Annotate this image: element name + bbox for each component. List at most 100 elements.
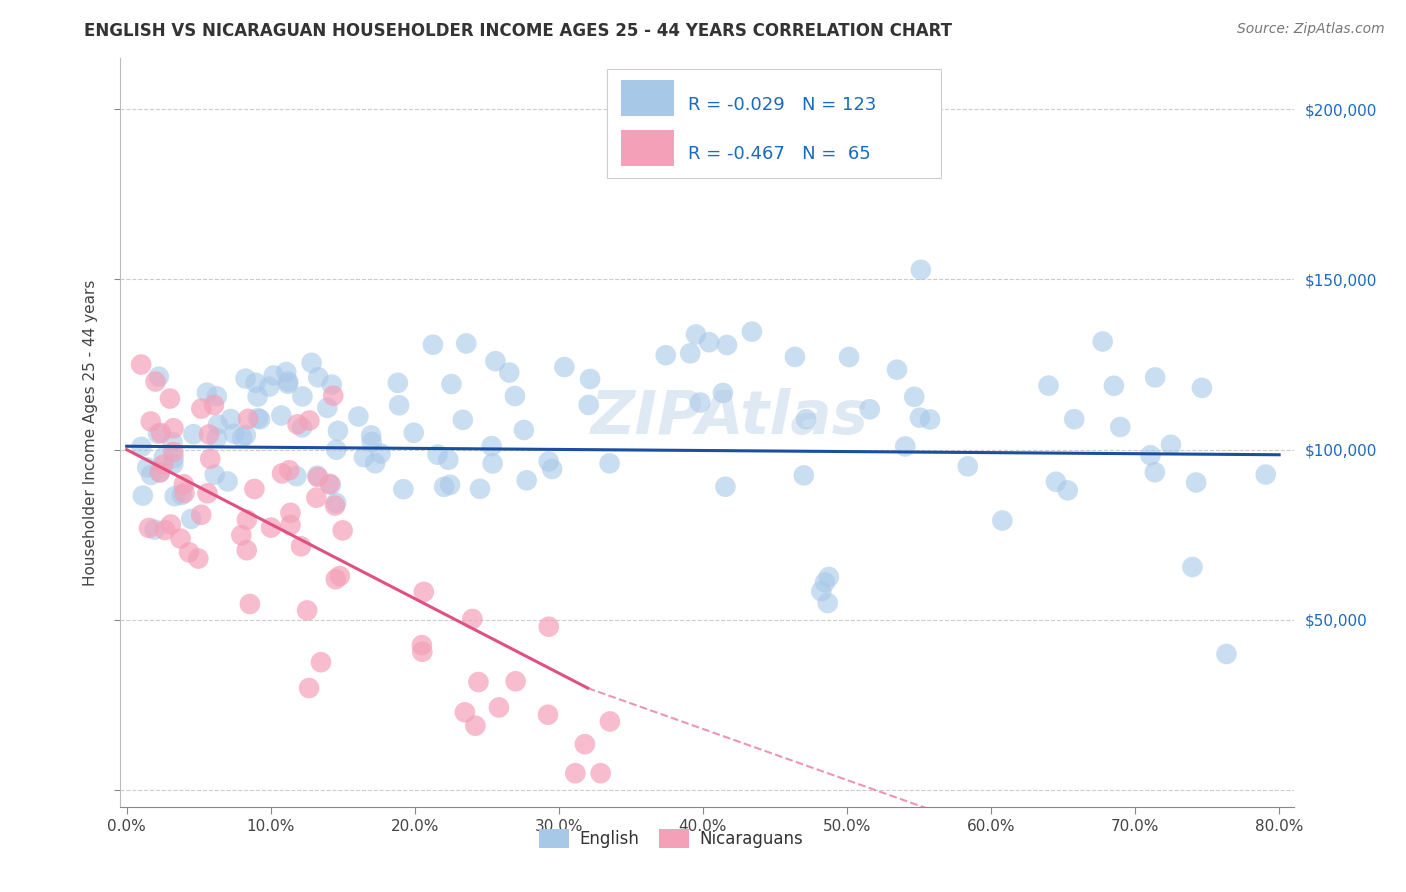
Point (537, 454, 560, 468)
Text: R = -0.029   N = 123: R = -0.029 N = 123 (688, 95, 876, 114)
Point (249, 412, 271, 426)
Point (195, 385, 218, 400)
Point (143, 523, 166, 537)
Point (347, 409, 370, 424)
Point (353, 450, 375, 465)
Point (1181, 560, 1204, 574)
Point (162, 445, 184, 459)
Point (513, 423, 536, 437)
Y-axis label: Householder Income Ages 25 - 44 years: Householder Income Ages 25 - 44 years (83, 279, 98, 586)
Point (433, 480, 456, 494)
Point (422, 337, 444, 351)
Point (200, 451, 222, 466)
Point (235, 428, 257, 442)
Point (183, 427, 205, 442)
Point (332, 524, 354, 538)
Point (231, 528, 253, 542)
Point (505, 674, 527, 689)
Point (169, 532, 191, 546)
Point (190, 401, 212, 416)
Point (1038, 378, 1060, 392)
Text: ENGLISH VS NICARAGUAN HOUSEHOLDER INCOME AGES 25 - 44 YEARS CORRELATION CHART: ENGLISH VS NICARAGUAN HOUSEHOLDER INCOME… (84, 22, 952, 40)
Point (461, 612, 484, 626)
Point (793, 468, 815, 483)
Point (162, 435, 184, 450)
Point (481, 457, 503, 471)
Point (298, 681, 321, 695)
Point (280, 506, 302, 520)
Point (319, 477, 342, 491)
Point (146, 426, 169, 441)
Point (307, 470, 329, 484)
Point (814, 575, 837, 590)
Point (741, 325, 763, 339)
Point (903, 390, 925, 404)
Point (1102, 378, 1125, 392)
Point (263, 368, 285, 383)
Point (537, 620, 560, 634)
Point (236, 412, 259, 426)
Point (1215, 647, 1237, 661)
Point (716, 338, 738, 352)
Point (910, 262, 932, 277)
Point (131, 440, 153, 454)
Point (204, 467, 226, 482)
Point (322, 389, 344, 403)
Point (285, 469, 308, 483)
Point (498, 366, 520, 380)
Point (198, 427, 221, 442)
Point (437, 452, 460, 467)
Point (440, 377, 463, 392)
Point (464, 719, 486, 733)
Point (411, 638, 433, 652)
Point (564, 766, 586, 780)
Point (231, 430, 253, 444)
Point (197, 486, 219, 500)
Point (307, 468, 329, 483)
Point (139, 415, 162, 429)
FancyBboxPatch shape (621, 80, 673, 116)
Point (1160, 438, 1182, 452)
Point (456, 336, 478, 351)
Point (991, 514, 1014, 528)
Point (309, 655, 332, 669)
Point (278, 463, 301, 477)
Point (370, 446, 392, 460)
Point (149, 466, 172, 480)
Point (301, 356, 323, 370)
Point (163, 489, 186, 503)
Point (1191, 381, 1213, 395)
Point (149, 425, 172, 440)
Point (1254, 467, 1277, 482)
Point (578, 398, 600, 412)
Point (714, 480, 737, 494)
Point (290, 539, 312, 553)
Point (1144, 370, 1167, 384)
Point (956, 459, 979, 474)
Point (276, 365, 298, 379)
Point (599, 714, 621, 729)
Point (321, 377, 343, 392)
Point (894, 439, 917, 453)
Text: R = -0.467   N =  65: R = -0.467 N = 65 (688, 145, 870, 163)
Point (467, 675, 489, 690)
Point (1139, 448, 1161, 462)
Point (908, 410, 931, 425)
Point (224, 426, 246, 441)
Point (402, 425, 425, 440)
Point (148, 369, 170, 384)
Point (325, 572, 347, 586)
Point (574, 737, 596, 751)
Point (243, 482, 266, 496)
Point (426, 448, 449, 462)
Point (553, 359, 575, 374)
Point (217, 475, 239, 489)
Point (599, 456, 621, 470)
Point (810, 584, 832, 599)
Point (177, 545, 200, 559)
Point (579, 372, 602, 386)
Point (1109, 420, 1132, 434)
Point (537, 707, 560, 722)
Point (305, 491, 328, 505)
Point (170, 488, 193, 502)
